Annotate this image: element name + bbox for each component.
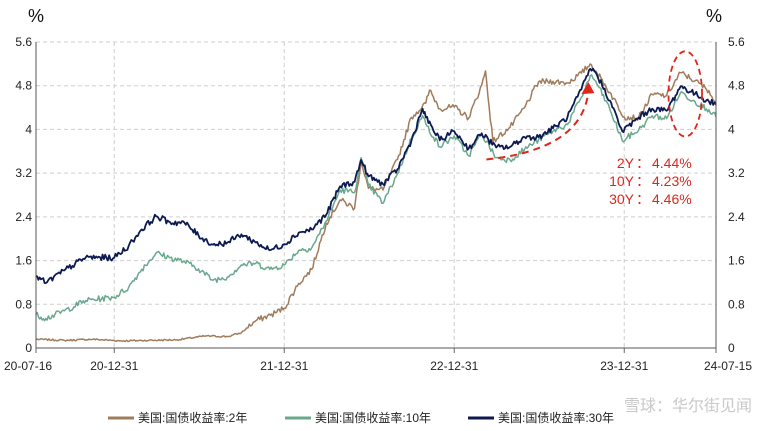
annotation-separator: ： <box>636 191 650 207</box>
legend-label-1: 美国:国债收益率:10年 <box>315 410 431 425</box>
series-lines <box>35 63 717 343</box>
x-tick-label: 20-07-16 <box>4 359 52 373</box>
callout-markings <box>486 50 703 161</box>
y-tick-label-right: 5.6 <box>728 35 745 49</box>
annotation-label-1: 10Y <box>609 173 635 189</box>
annotation-label-0: 2Y <box>617 155 635 171</box>
series-line-0 <box>35 63 717 343</box>
series-line-1 <box>35 74 717 322</box>
x-tick-label: 24-07-15 <box>704 359 752 373</box>
y-tick-label-left: 3.2 <box>15 166 32 180</box>
y-tick-label-right: 0.8 <box>728 297 745 311</box>
axes <box>35 42 717 353</box>
annotation-label-2: 30Y <box>609 191 635 207</box>
latest-value-annotations: 2Y： 4.44%10Y： 4.23%30Y： 4.46% <box>609 155 692 207</box>
x-tick-labels: 20-07-16 20-12-31 21-12-31 22-12-31 23-12-31… <box>4 359 752 373</box>
y-tick-label-left: 1.6 <box>15 254 32 268</box>
y-tick-label-right: 4 <box>728 122 735 136</box>
y-tick-labels-left: 0 0.8 1.6 2.4 3.2 4 4.8 5.6 <box>15 35 32 355</box>
annotation-value-1: 4.23% <box>652 173 692 189</box>
y-tick-label-left: 4 <box>25 122 32 136</box>
watermark: 雪球：华尔街见闻 <box>624 397 752 415</box>
x-tick-label: 23-12-31 <box>600 359 648 373</box>
annotation-separator: ： <box>636 155 650 171</box>
legend: 美国:国债收益率:2年 美国:国债收益率:10年 美国:国债收益率:30年 <box>108 410 614 425</box>
legend-label-0: 美国:国债收益率:2年 <box>138 410 247 425</box>
unit-label-right: % <box>706 6 722 26</box>
annotation-separator: ： <box>636 173 650 189</box>
annotation-value-0: 4.44% <box>652 155 692 171</box>
y-tick-label-left: 0.8 <box>15 297 32 311</box>
highlight-ellipse <box>667 50 703 138</box>
series-line-2 <box>35 67 717 284</box>
y-tick-label-left: 2.4 <box>15 210 32 224</box>
annotation-value-2: 4.46% <box>652 191 692 207</box>
y-tick-label-right: 1.6 <box>728 254 745 268</box>
y-tick-label-right: 4.8 <box>728 79 745 93</box>
y-tick-label-right: 3.2 <box>728 166 745 180</box>
legend-label-2: 美国:国债收益率:30年 <box>498 410 614 425</box>
unit-label-left: % <box>28 6 44 26</box>
trend-arrow-line <box>486 91 590 161</box>
x-tick-label: 22-12-31 <box>430 359 478 373</box>
x-tick-label: 20-12-31 <box>90 359 138 373</box>
y-tick-labels-right: 0 0.8 1.6 2.4 3.2 4 4.8 5.6 <box>728 35 745 355</box>
trend-arrow-head <box>581 82 595 95</box>
x-tick-label: 21-12-31 <box>260 359 308 373</box>
y-tick-label-right: 2.4 <box>728 210 745 224</box>
y-tick-label-left: 5.6 <box>15 35 32 49</box>
y-tick-label-left: 4.8 <box>15 79 32 93</box>
y-tick-label-right: 0 <box>728 341 735 355</box>
y-tick-label-left: 0 <box>25 341 32 355</box>
